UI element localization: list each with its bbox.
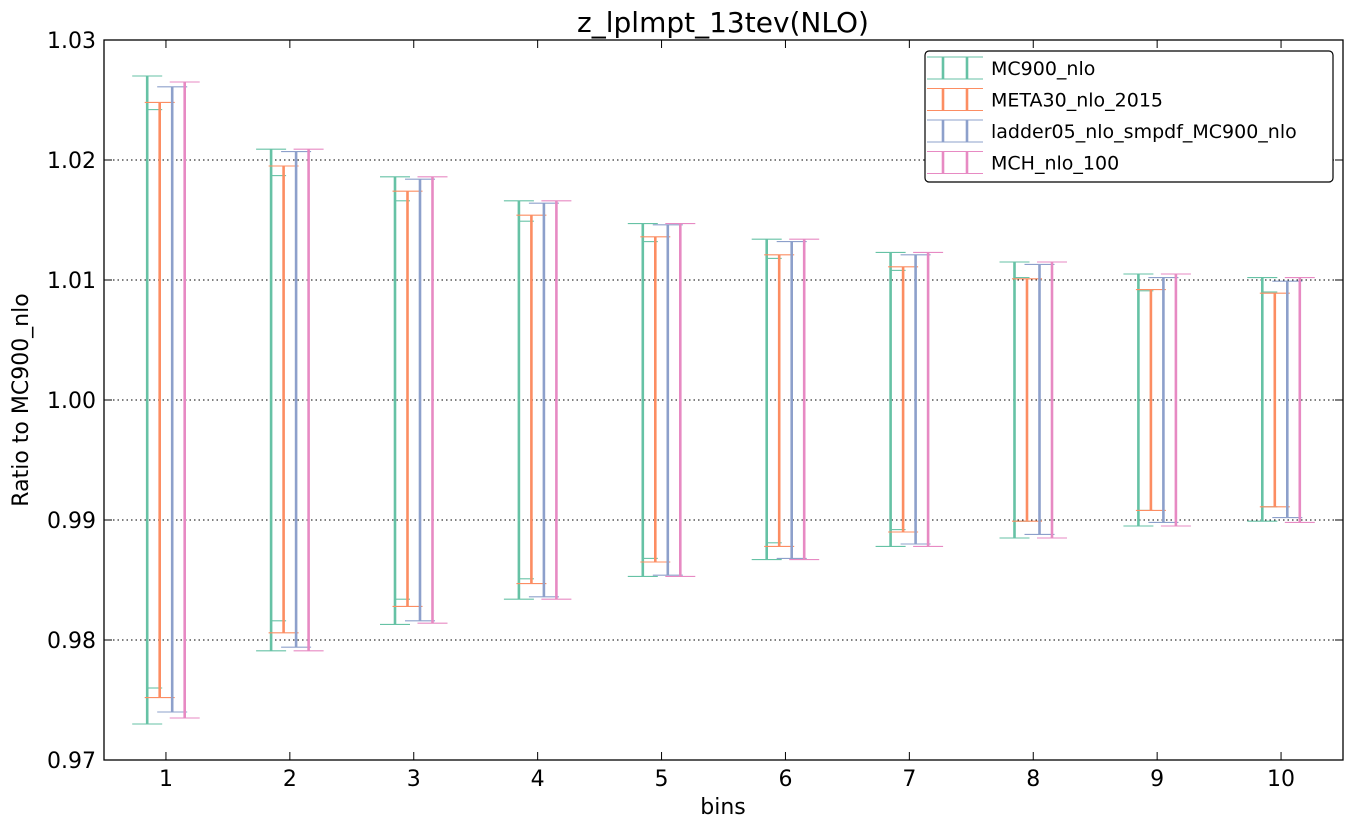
- x-tick-label-3: 3: [407, 767, 421, 792]
- y-tick-label-0.98: 0.98: [47, 629, 96, 654]
- y-tick-label-1.01: 1.01: [47, 269, 96, 294]
- x-tick-label-5: 5: [655, 767, 669, 792]
- x-tick-label-1: 1: [159, 767, 173, 792]
- error-bars: [132, 75, 1315, 725]
- legend: MC900_nlo META30_nlo_2015 ladder05_nlo_smp…: [924, 50, 1334, 183]
- x-tick-label-9: 9: [1150, 767, 1164, 792]
- y-axis-label: Ratio to MC900_nlo: [9, 293, 34, 506]
- x-tick-label-10: 10: [1267, 767, 1295, 792]
- legend-label-mch-nlo-100: MCH_nlo_100: [991, 153, 1119, 175]
- y-tick-label-0.99: 0.99: [47, 509, 96, 534]
- axis-ticks: 0.97 0.98 0.99 1.00 1.01 1.02 1.03 1 2 3 4 5 6 7 8 9 10: [47, 29, 1343, 792]
- x-axis-label: bins: [700, 795, 745, 820]
- x-tick-label-7: 7: [902, 767, 916, 792]
- chart-title: z_lplmpt_13tev(NLO): [577, 6, 869, 39]
- legend-label-meta30-nlo-2015: META30_nlo_2015: [991, 90, 1163, 112]
- x-tick-label-4: 4: [531, 767, 545, 792]
- x-tick-label-8: 8: [1026, 767, 1040, 792]
- y-tick-label-1.00: 1.00: [47, 389, 96, 414]
- legend-label-ladder05-nlo-smpdf-mc900-nlo: ladder05_nlo_smpdf_MC900_nlo: [991, 121, 1297, 143]
- y-tick-label-1.02: 1.02: [47, 149, 96, 174]
- x-tick-label-2: 2: [283, 767, 297, 792]
- x-tick-label-6: 6: [778, 767, 792, 792]
- y-tick-label-1.03: 1.03: [47, 29, 96, 54]
- legend-box: [924, 50, 1334, 183]
- legend-label-mc900-nlo: MC900_nlo: [991, 58, 1095, 80]
- y-tick-label-0.97: 0.97: [47, 749, 96, 774]
